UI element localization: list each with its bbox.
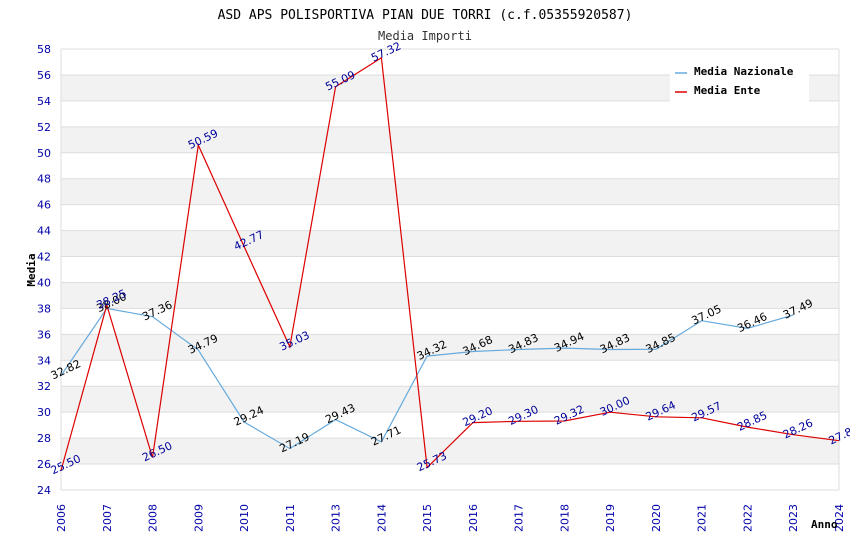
grid-band [61,386,839,413]
y-tick-label: 58 [37,43,51,56]
y-tick-label: 28 [37,432,51,445]
x-axis-label: Anno [811,518,838,531]
x-tick-label: 2018 [558,504,571,532]
y-tick-label: 40 [37,276,51,289]
x-tick-label: 2010 [238,504,251,532]
y-tick-label: 56 [37,69,51,82]
x-tick-label: 2016 [467,504,480,532]
y-tick-label: 44 [37,225,51,238]
legend: Media Nazionale Media Ente [670,60,809,102]
grid-bands [61,74,839,465]
x-tick-label: 2009 [192,504,205,532]
data-label: 32.82 [49,357,83,382]
x-tick-label: 2008 [147,504,160,532]
data-label: 57.32 [369,39,403,64]
grid-band [61,126,839,153]
x-tick-label: 2011 [284,504,297,532]
y-tick-label: 54 [37,95,51,108]
legend-label-media-ente: Media Ente [694,84,761,97]
legend-box [670,60,809,102]
grid-lines [60,48,840,491]
series-lines [60,56,840,471]
data-label: 36.46 [735,310,769,335]
series-line-media-ente [60,56,840,471]
x-tick-label: 2022 [741,504,754,532]
grid-band [61,334,839,361]
y-tick-label: 36 [37,328,51,341]
y-axis-ticks: 24 26 28 30 32 34 36 38 40 42 44 46 48 50 52 54 56 58 [37,43,51,497]
y-tick-label: 34 [37,354,51,367]
y-tick-label: 50 [37,147,51,160]
y-tick-label: 42 [37,251,51,264]
x-tick-label: 2023 [787,504,800,532]
grid-band [61,282,839,309]
chart-title: ASD APS POLISPORTIVA PIAN DUE TORRI (c.f… [218,8,633,23]
y-tick-label: 46 [37,199,51,212]
data-label: 27.80 [827,422,850,447]
x-tick-label: 2014 [375,504,388,532]
y-tick-label: 24 [37,484,51,497]
x-tick-label: 2017 [513,504,526,532]
x-tick-label: 2013 [330,504,343,532]
x-tick-label: 2020 [650,504,663,532]
y-tick-label: 52 [37,121,51,134]
x-tick-label: 2019 [604,504,617,532]
y-tick-label: 38 [37,302,51,315]
y-tick-label: 26 [37,458,51,471]
grid-band [61,178,839,205]
y-axis-label: Media [25,253,38,286]
x-tick-label: 2024 [833,504,846,532]
x-tick-label: 2021 [696,504,709,532]
grid-band [61,438,839,465]
y-tick-label: 48 [37,173,51,186]
chart-subtitle: Media Importi [378,29,472,43]
y-tick-label: 32 [37,380,51,393]
grid-band [61,230,839,257]
legend-label-media-nazionale: Media Nazionale [694,65,794,78]
series-line-media-nazionale [60,307,794,450]
x-tick-label: 2007 [101,504,114,532]
x-tick-label: 2006 [55,504,68,532]
x-axis-ticks: 2006 2007 2008 2009 2010 2011 2013 2014 2015 2016… [55,504,846,532]
y-tick-label: 30 [37,406,51,419]
x-tick-label: 2015 [421,504,434,532]
